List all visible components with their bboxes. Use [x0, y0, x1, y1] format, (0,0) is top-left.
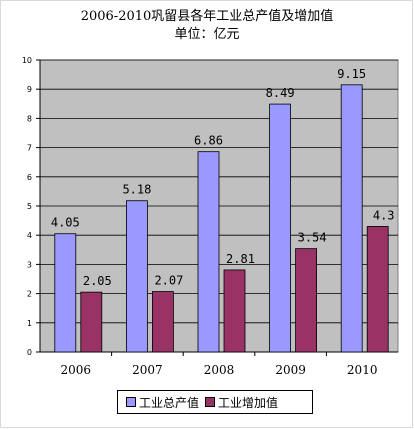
y-tick-label: 2 — [27, 290, 32, 299]
data-label-value-added: 2.07 — [154, 274, 183, 288]
chart-legend: 工业总产值 工业增加值 — [117, 390, 313, 414]
data-label-value-added: 4.3 — [373, 208, 395, 222]
data-label-value-added: 2.05 — [83, 274, 112, 288]
legend-label-gross-output: 工业总产值 — [139, 395, 200, 410]
x-tick-label: 2009 — [275, 363, 306, 377]
data-label-gross-output: 6.86 — [194, 134, 223, 148]
legend-item-gross-output: 工业总产值 — [126, 394, 199, 411]
x-tick-label: 2006 — [61, 363, 92, 377]
bar-gross-output — [340, 84, 363, 353]
data-label-gross-output: 9.15 — [337, 67, 366, 81]
bar-gross-output — [54, 233, 77, 353]
y-tick-label: 1 — [27, 319, 32, 328]
y-tick-label: 6 — [27, 173, 32, 182]
legend-item-value-added: 工业增加值 — [205, 394, 278, 411]
y-tick-label: 9 — [27, 85, 32, 94]
legend-swatch-value-added — [205, 397, 216, 407]
data-label-value-added: 3.54 — [298, 231, 327, 245]
bar-value-added — [80, 291, 103, 353]
y-tick-label: 8 — [27, 114, 32, 123]
y-tick-label: 3 — [27, 260, 32, 269]
x-tick-label: 2007 — [132, 363, 163, 377]
y-tick-label: 0 — [27, 348, 32, 357]
data-label-gross-output: 4.05 — [51, 216, 80, 230]
y-tick-label: 10 — [22, 56, 32, 65]
x-tick-label: 2010 — [347, 363, 378, 377]
bar-gross-output — [126, 200, 148, 353]
legend-label-value-added: 工业增加值 — [218, 395, 279, 410]
y-tick-label: 5 — [27, 202, 32, 211]
legend-swatch-gross-output — [126, 397, 136, 407]
bar-gross-output — [197, 151, 220, 353]
bar-value-added — [151, 291, 174, 353]
bar-value-added — [366, 226, 389, 353]
data-label-gross-output: 8.49 — [266, 86, 295, 100]
chart-subtitle: 单位：亿元 — [174, 27, 240, 42]
data-label-value-added: 2.81 — [226, 252, 255, 266]
y-tick-label: 4 — [27, 231, 32, 240]
bar-value-added — [223, 269, 246, 353]
data-label-gross-output: 5.18 — [122, 183, 151, 197]
bar-value-added — [295, 248, 318, 353]
bar-gross-output — [269, 103, 292, 353]
x-tick-label: 2008 — [204, 363, 235, 377]
chart-title: 2006-2010巩留县各年工业总产值及增加值 — [80, 9, 334, 24]
y-tick-label: 7 — [27, 144, 32, 153]
